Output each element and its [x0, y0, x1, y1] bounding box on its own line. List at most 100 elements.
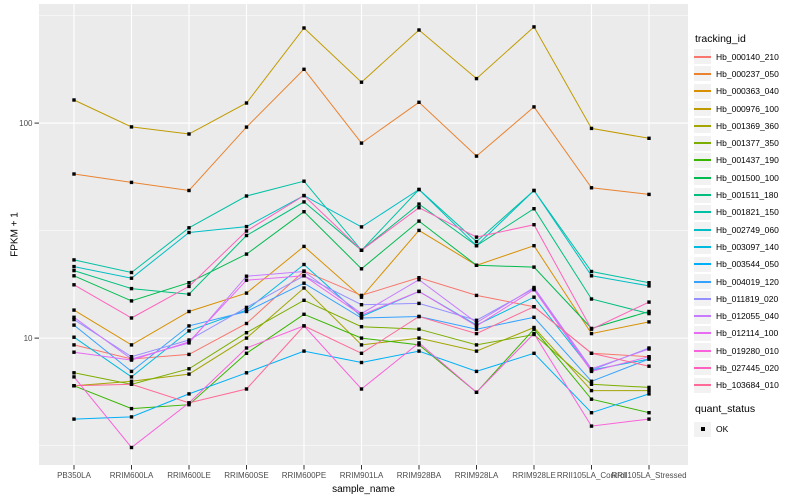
svg-text:100: 100 — [19, 119, 33, 128]
legend-item: Hb_001377_350 — [694, 134, 779, 151]
legend-key — [694, 170, 711, 186]
ok-point-key — [694, 421, 711, 437]
legend-item: Hb_000237_050 — [694, 65, 779, 82]
legend-color-line-icon — [694, 245, 711, 248]
legend-item: Hb_004019_120 — [694, 273, 779, 290]
legend-key — [694, 256, 711, 272]
legend-color-line-icon — [694, 142, 711, 145]
legend-label: Hb_011819_020 — [716, 293, 779, 304]
legend-label: Hb_003544_050 — [716, 259, 779, 270]
legend-key — [694, 343, 711, 359]
legend-item: Hb_012055_040 — [694, 307, 779, 324]
legend-label: Hb_000237_050 — [716, 68, 779, 79]
svg-text:RRIM901LA: RRIM901LA — [340, 471, 384, 480]
square-point-icon — [700, 427, 705, 432]
legend-color-line-icon — [694, 332, 711, 335]
legend-key — [694, 360, 711, 376]
legend-label: Hb_000363_040 — [716, 86, 779, 97]
legend-color-line-icon — [694, 349, 711, 352]
legend-item: Hb_001500_100 — [694, 169, 779, 186]
legend-key — [694, 239, 711, 255]
legend-label: Hb_001369_360 — [716, 120, 779, 131]
legend-item: Hb_003544_050 — [694, 256, 779, 273]
legend-item: Hb_003097_140 — [694, 238, 779, 255]
svg-text:RRIM928LE: RRIM928LE — [512, 471, 556, 480]
quant-legend-title: quant_status — [695, 403, 756, 415]
legend-color-line-icon — [694, 211, 711, 214]
axis-ticks — [34, 122, 650, 470]
y-tick-labels: 10 100 — [19, 119, 33, 343]
quant-legend-label: OK — [716, 424, 729, 435]
legend-color-line-icon — [694, 124, 711, 127]
svg-text:RRIM600LA: RRIM600LA — [110, 471, 154, 480]
legend-label: Hb_001511_180 — [716, 190, 779, 201]
legend-title: tracking_id — [695, 33, 746, 45]
legend-key — [694, 308, 711, 324]
legend-label: Hb_019280_010 — [716, 345, 779, 356]
legend-items: Hb_000140_210 Hb_000237_050 Hb_000363_040 H… — [694, 48, 779, 394]
legend-label: Hb_001377_350 — [716, 138, 779, 149]
legend-key — [694, 118, 711, 134]
legend-color-line-icon — [694, 72, 711, 75]
data-points — [72, 25, 651, 450]
svg-text:RRIM600SE: RRIM600SE — [224, 471, 268, 480]
legend-label: Hb_001437_190 — [716, 155, 779, 166]
legend-color-line-icon — [694, 384, 711, 387]
y-axis-title: FPKM + 1 — [9, 212, 21, 257]
legend-key — [694, 222, 711, 238]
legend-color-line-icon — [694, 297, 711, 300]
legend-color-line-icon — [694, 263, 711, 266]
legend-color-line-icon — [694, 90, 711, 93]
panel-background — [39, 4, 688, 465]
legend-color-line-icon — [694, 366, 711, 369]
legend-key — [694, 49, 711, 65]
svg-text:RRIM928BA: RRIM928BA — [397, 471, 442, 480]
legend-label: Hb_000140_210 — [716, 51, 779, 62]
legend-key — [694, 291, 711, 307]
legend-key — [694, 135, 711, 151]
legend-label: Hb_027445_020 — [716, 362, 779, 373]
svg-text:PB350LA: PB350LA — [57, 471, 91, 480]
legend-label: Hb_103684_010 — [716, 380, 779, 391]
legend-item: Hb_001369_360 — [694, 117, 779, 134]
legend-key — [694, 274, 711, 289]
legend-color-line-icon — [694, 315, 711, 318]
legend-label: Hb_000976_100 — [716, 103, 779, 114]
legend-label: Hb_001500_100 — [716, 172, 779, 183]
legend-color-line-icon — [694, 176, 711, 179]
legend-key — [694, 83, 711, 99]
legend-color-line-icon — [694, 55, 711, 58]
legend-label: Hb_002749_060 — [716, 224, 779, 235]
legend-item: Hb_001511_180 — [694, 186, 779, 203]
svg-text:RRII105LA_Stressed: RRII105LA_Stressed — [611, 471, 686, 480]
quant-legend-item: OK — [694, 421, 728, 438]
legend-item: Hb_019280_010 — [694, 342, 779, 359]
legend-color-line-icon — [694, 159, 711, 162]
legend-item: Hb_002749_060 — [694, 221, 779, 238]
svg-text:RRIM600LE: RRIM600LE — [167, 471, 211, 480]
legend-key — [694, 66, 711, 82]
legend-key — [694, 204, 711, 220]
legend-label: Hb_012114_100 — [716, 328, 779, 339]
legend-key — [694, 187, 711, 203]
legend-color-line-icon — [694, 107, 711, 110]
legend-item: Hb_103684_010 — [694, 377, 779, 394]
legend-label: Hb_003097_140 — [716, 241, 779, 252]
legend-key — [694, 152, 711, 168]
svg-text:RRIM600PE: RRIM600PE — [282, 471, 326, 480]
svg-text:10: 10 — [24, 334, 33, 343]
legend-label: Hb_012055_040 — [716, 311, 779, 322]
legend-key — [694, 377, 711, 393]
legend-key — [694, 101, 711, 117]
legend-item: Hb_027445_020 — [694, 359, 779, 376]
legend-item: Hb_000363_040 — [694, 83, 779, 100]
x-axis-title: sample_name — [332, 484, 395, 495]
legend-item: Hb_001437_190 — [694, 152, 779, 169]
legend-label: Hb_004019_120 — [716, 276, 779, 287]
legend-key — [694, 325, 711, 341]
legend-item: Hb_012114_100 — [694, 325, 779, 342]
legend-item: Hb_000976_100 — [694, 100, 779, 117]
x-tick-labels: PB350LA RRIM600LA RRIM600LE RRIM600SE RRIM60… — [57, 471, 686, 480]
